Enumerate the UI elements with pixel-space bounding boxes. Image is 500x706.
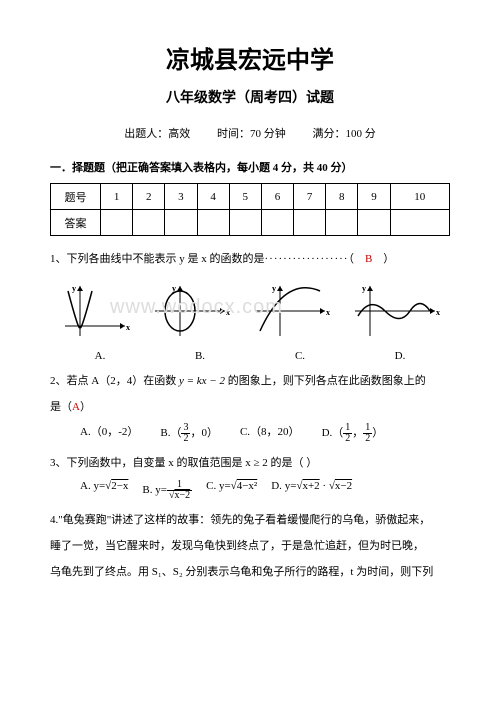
number-label: 题号 xyxy=(51,184,101,210)
table-cell: 9 xyxy=(358,184,390,210)
exam-subtitle: 八年级数学（周考四）试题 xyxy=(50,87,450,107)
q2-line2-suffix: ） xyxy=(80,401,91,413)
school-title: 凉城县宏远中学 xyxy=(50,40,450,75)
table-cell: 1 xyxy=(101,184,133,210)
svg-text:y: y xyxy=(362,284,366,293)
watermark: www.wodocx.com xyxy=(110,296,283,319)
option-d: D.（12，12） xyxy=(322,423,384,444)
table-cell xyxy=(358,210,390,236)
graph-labels: A. B. C. D. xyxy=(50,350,450,362)
answer-label: 答案 xyxy=(51,210,101,236)
svg-text:y: y xyxy=(72,284,76,293)
question-3: 3、下列函数中，自变量 x 的取值范围是 x ≥ 2 的是（ ） xyxy=(50,454,450,474)
table-row: 题号 1 2 3 4 5 6 7 8 9 10 xyxy=(51,184,450,210)
table-cell: 4 xyxy=(197,184,229,210)
table-cell: 6 xyxy=(261,184,293,210)
option-c: C. y=√4−x² xyxy=(206,480,257,501)
option-a: A. y=√2−x xyxy=(80,480,128,501)
svg-text:x: x xyxy=(436,308,440,317)
label-b: B. xyxy=(150,350,250,362)
question-4-line1: 4."龟兔赛跑"讲述了这样的故事：领先的兔子看着缓慢爬行的乌龟，骄傲起来， xyxy=(50,511,450,531)
label-c: C. xyxy=(250,350,350,362)
option-b: B. y=1√x−2 xyxy=(142,480,192,501)
svg-text:x: x xyxy=(326,308,330,317)
graph-d: x y xyxy=(350,281,440,341)
q2-line2-prefix: 是（ xyxy=(50,401,72,413)
option-c: C.（8，20） xyxy=(240,423,300,444)
label-a: A. xyxy=(50,350,150,362)
table-cell: 8 xyxy=(326,184,358,210)
time: 时间：70 分钟 xyxy=(217,128,286,140)
option-d: D. y=√x+2 · √x−2 xyxy=(271,480,352,501)
author: 出题人：高效 xyxy=(124,128,190,140)
table-cell xyxy=(197,210,229,236)
svg-text:y: y xyxy=(272,284,276,293)
q3-options: A. y=√2−x B. y=1√x−2 C. y=√4−x² D. y=√x+… xyxy=(80,480,450,501)
answer-table: 题号 1 2 3 4 5 6 7 8 9 10 答案 xyxy=(50,183,450,236)
q1-answer: B xyxy=(365,253,372,265)
q2-prefix: 2、若点 A（2，4）在函数 xyxy=(50,375,179,387)
table-cell xyxy=(294,210,326,236)
table-cell xyxy=(261,210,293,236)
question-1: 1、下列各曲线中不能表示 y 是 x 的函数的是················… xyxy=(50,250,450,270)
table-cell: 2 xyxy=(133,184,165,210)
q2-options: A.（0，-2） B.（32，0） C.（8，20） D.（12，12） xyxy=(80,423,450,444)
section-1-heading: 一．择题题（把正确答案填入表格内，每小题 4 分，共 40 分） xyxy=(50,159,450,175)
table-cell: 7 xyxy=(294,184,326,210)
svg-text:x: x xyxy=(126,323,130,332)
table-cell xyxy=(229,210,261,236)
question-2-line2: 是（A） xyxy=(50,398,450,418)
q2-formula: y = kx − 2 xyxy=(179,375,225,387)
table-cell xyxy=(101,210,133,236)
function-graphs: www.wodocx.com x y x y x y x y xyxy=(50,276,450,346)
question-2: 2、若点 A（2，4）在函数 y = kx − 2 的图象上，则下列各点在此函数… xyxy=(50,372,450,392)
table-cell xyxy=(165,210,197,236)
q2-answer: A xyxy=(72,401,80,413)
table-cell: 10 xyxy=(390,184,449,210)
full-marks: 满分：100 分 xyxy=(313,128,376,140)
question-4-line3: 乌龟先到了终点。用 S₁、S₂ 分别表示乌龟和兔子所行的路程，t 为时间，则下列 xyxy=(50,563,450,583)
dots: ·················· xyxy=(265,253,349,265)
table-row: 答案 xyxy=(51,210,450,236)
question-4-line2: 睡了一觉，当它醒来时，发现乌龟快到终点了，于是急忙追赶，但为时已晚， xyxy=(50,537,450,557)
table-cell xyxy=(326,210,358,236)
q2-suffix: 的图象上，则下列各点在此函数图象上的 xyxy=(225,375,426,387)
table-cell: 5 xyxy=(229,184,261,210)
label-d: D. xyxy=(350,350,450,362)
table-cell: 3 xyxy=(165,184,197,210)
exam-meta: 出题人：高效 时间：70 分钟 满分：100 分 xyxy=(50,125,450,141)
table-cell xyxy=(133,210,165,236)
option-b: B.（32，0） xyxy=(160,423,218,444)
table-cell xyxy=(390,210,449,236)
option-a: A.（0，-2） xyxy=(80,423,138,444)
q1-text: 1、下列各曲线中不能表示 y 是 x 的函数的是 xyxy=(50,253,265,265)
